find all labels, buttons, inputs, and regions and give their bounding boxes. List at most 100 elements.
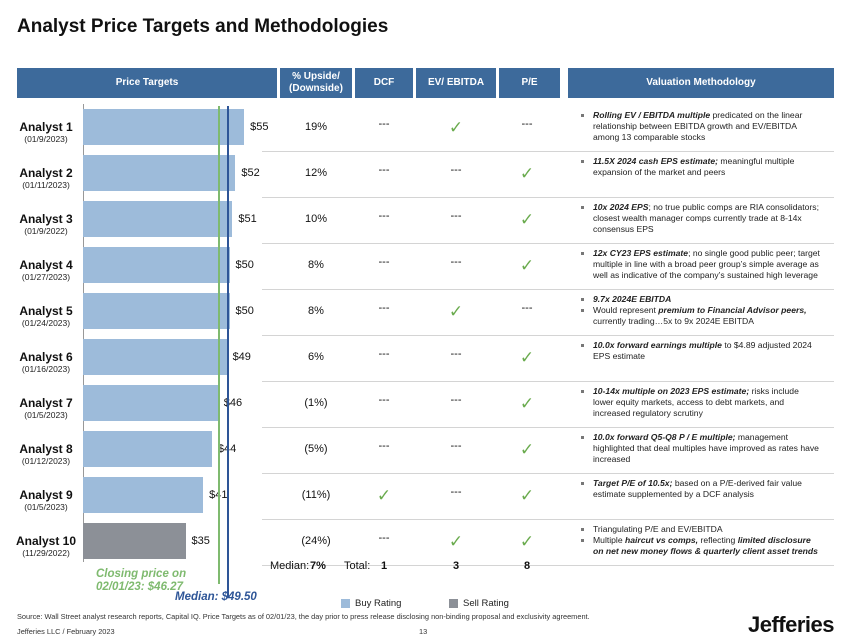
methodology: 10-14x multiple on 2023 EPS estimate; ri… (580, 386, 820, 419)
upside: 8% (308, 305, 324, 317)
methodology-text: ; no true public comps are RIA consolida… (593, 202, 819, 234)
rating-method-pe: --- (521, 118, 533, 130)
methodology-text: management highlighted that deal multipl… (593, 432, 819, 464)
rating-method-pe: ✓ (519, 256, 535, 276)
methodology-text: Rolling EV / EBITDA multiple (593, 110, 711, 120)
rating-method-dcf: --- (378, 210, 390, 222)
median-line (227, 106, 230, 598)
row-rule (262, 243, 834, 244)
upside: (11%) (301, 489, 331, 501)
rating-method-ev-ebitda: --- (450, 210, 462, 222)
rating-method-pe: ✓ (519, 440, 535, 460)
price-label: $55 (250, 121, 269, 133)
methodology-text: to $4.89 adjusted 2024 EPS estimate (593, 340, 812, 361)
rating-method-ev-ebitda: ✓ (448, 302, 464, 322)
methodology: 10.0x forward Q5-Q8 P / E multiple; mana… (580, 432, 820, 465)
rating-method-pe: ✓ (519, 348, 535, 368)
analyst-date: (01/9/2023) (24, 134, 68, 144)
analyst-name: Analyst 5 (19, 304, 73, 318)
analyst-name: Analyst 10 (15, 534, 77, 548)
rating-method-ev-ebitda: --- (450, 440, 462, 452)
analyst-date: (01/5/2023) (24, 410, 68, 420)
methodology-text: 11.5X 2024 cash EPS estimate; (593, 156, 719, 166)
row-rule (262, 427, 834, 428)
analyst-name: Analyst 9 (19, 488, 73, 502)
methodology-bullet: 10-14x multiple on 2023 EPS estimate; ri… (580, 386, 820, 419)
analyst-name: Analyst 4 (19, 258, 73, 272)
column-header: P/E (499, 68, 560, 98)
methodology-bullet: 10x 2024 EPS; no true public comps are R… (580, 202, 820, 235)
analyst-date: (11/29/2022) (22, 548, 70, 558)
closing-price-line (217, 106, 220, 584)
total-count: 1 (380, 560, 388, 572)
methodology-text: 10x 2024 EPS (593, 202, 649, 212)
price-bar (83, 109, 245, 145)
methodology-text: premium to Financial Advisor peers, (658, 305, 807, 315)
median-caption: Median: (270, 560, 310, 572)
methodology-text: currently trading…5x to 9x 2024E EBITDA (593, 316, 754, 326)
legend-swatch (449, 599, 458, 608)
methodology-text: 9.7x 2024E EBITDA (593, 294, 672, 304)
methodology-bullet: 12x CY23 EPS estimate; no single good pu… (580, 248, 820, 281)
methodology-text: Multiple (593, 535, 625, 545)
rating-method-ev-ebitda: ✓ (448, 118, 464, 138)
rating-method-pe: ✓ (519, 210, 535, 230)
price-label: $51 (238, 213, 257, 225)
methodology-bullet: 9.7x 2024E EBITDA (580, 294, 820, 305)
methodology-text: 12x CY23 EPS estimate (593, 248, 689, 258)
price-bar (83, 247, 230, 283)
rating-method-ev-ebitda: --- (450, 256, 462, 268)
rating-method-ev-ebitda: --- (450, 486, 462, 498)
rating-method-ev-ebitda: --- (450, 348, 462, 360)
logo: Jefferies (748, 612, 835, 637)
methodology: 9.7x 2024E EBITDA Would represent premium… (580, 294, 820, 327)
methodology-bullet: Target P/E of 10.5x; based on a P/E-deri… (580, 478, 820, 500)
methodology: Target P/E of 10.5x; based on a P/E-deri… (580, 478, 820, 500)
methodology-text: 10.0x forward Q5-Q8 P / E multiple; (593, 432, 736, 442)
row-rule (262, 335, 834, 336)
upside: (24%) (301, 535, 331, 547)
rating-method-dcf: --- (378, 302, 390, 314)
rating-method-dcf: --- (378, 118, 390, 130)
methodology: 11.5X 2024 cash EPS estimate; meaningful… (580, 156, 820, 178)
price-bar (83, 201, 233, 237)
rating-method-dcf: --- (378, 532, 390, 544)
analyst-name: Analyst 3 (19, 212, 73, 226)
upside: 10% (304, 213, 328, 225)
price-label: $49 (232, 351, 251, 363)
legend-swatch (341, 599, 350, 608)
methodology-bullet: Multiple haircut vs comps, reflecting li… (580, 535, 820, 557)
source-note: Source: Wall Street analyst research rep… (17, 612, 590, 621)
price-label: $50 (235, 305, 254, 317)
bar-baseline (83, 104, 84, 562)
methodology: 10.0x forward earnings multiple to $4.89… (580, 340, 820, 362)
methodology-bullet: Would represent premium to Financial Adv… (580, 305, 820, 327)
analyst-date: (01/16/2023) (21, 364, 71, 374)
methodology-text: predicated on the linear relationship be… (593, 110, 803, 142)
methodology: Triangulating P/E and EV/EBITDA Multiple … (580, 524, 820, 557)
legend-label: Sell Rating (463, 598, 509, 609)
methodology: 12x CY23 EPS estimate; no single good pu… (580, 248, 820, 281)
methodology-text: based on a P/E-derived fair value estima… (593, 478, 802, 499)
upside: 6% (308, 351, 324, 363)
price-bar (83, 431, 212, 467)
methodology-text: Target P/E of 10.5x; (593, 478, 673, 488)
methodology-bullet: Triangulating P/E and EV/EBITDA (580, 524, 820, 535)
price-bar (83, 155, 236, 191)
upside: 19% (304, 121, 328, 133)
price-bar (83, 339, 227, 375)
analyst-date: (01/27/2023) (21, 272, 71, 282)
column-header: DCF (355, 68, 413, 98)
analyst-date: (01/11/2023) (22, 180, 70, 190)
rating-method-dcf: --- (378, 440, 390, 452)
total-count: 3 (452, 560, 460, 572)
rating-method-dcf: --- (378, 348, 390, 360)
rating-method-ev-ebitda: --- (450, 164, 462, 176)
methodology-text: Would represent (593, 305, 659, 315)
column-header: % Upside/ (Downside) (280, 68, 352, 98)
methodology-bullet: Rolling EV / EBITDA multiple predicated … (580, 110, 820, 143)
slide-title: Analyst Price Targets and Methodologies (17, 16, 389, 37)
rating-method-pe: ✓ (519, 486, 535, 506)
methodology-text: ; no single good public peer; target mul… (593, 248, 820, 280)
